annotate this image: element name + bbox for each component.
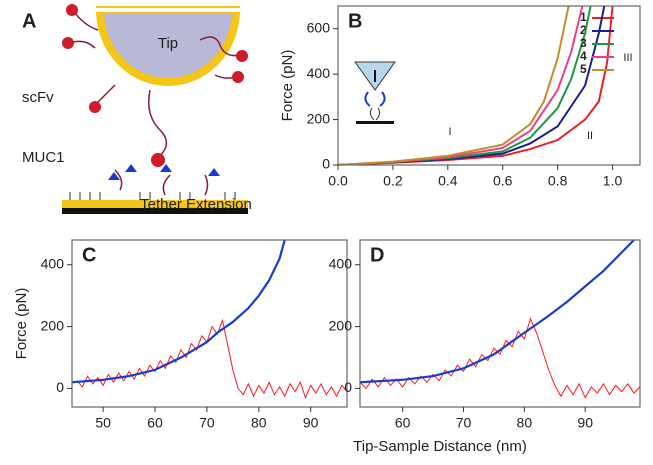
x-tick-label: 50 xyxy=(95,415,111,431)
x-tick-label: 70 xyxy=(456,415,472,431)
y-axis-label: Force (pN) xyxy=(279,50,296,122)
y-tick-label: 400 xyxy=(307,65,331,81)
substrate xyxy=(62,208,248,214)
plot-frame xyxy=(71,239,348,408)
panel-label: C xyxy=(82,244,96,266)
x-tick-label: 0.8 xyxy=(548,173,568,189)
legend-label: 5 xyxy=(580,62,587,76)
x-axis-label: Tip-Sample Distance (nm) xyxy=(353,438,527,455)
antigens xyxy=(108,164,220,180)
series-line xyxy=(338,6,570,165)
y-tick-label: 400 xyxy=(41,255,65,271)
y-tick-label: 400 xyxy=(329,255,353,271)
x-tick-label: 90 xyxy=(577,415,593,431)
inset-b xyxy=(354,61,396,124)
annotation: II xyxy=(587,130,593,142)
y-axis-label: Force (pN) xyxy=(13,288,30,360)
x-tick-label: 0.2 xyxy=(383,173,403,189)
plot-frame xyxy=(359,239,641,408)
x-tick-label: 70 xyxy=(199,415,215,431)
y-tick-label: 600 xyxy=(307,19,331,35)
legend-label: 4 xyxy=(580,49,587,63)
panel-label: D xyxy=(370,244,384,266)
x-tick-label: 80 xyxy=(517,415,533,431)
y-tick-label: 200 xyxy=(41,317,65,333)
monolayer xyxy=(69,192,236,200)
x-tick-label: 60 xyxy=(147,415,163,431)
x-tick-label: 0.4 xyxy=(438,173,458,189)
panel-label: A xyxy=(22,10,36,32)
x-tick-label: 80 xyxy=(251,415,267,431)
antibody-label: scFv xyxy=(22,89,54,106)
x-tick-label: 0.0 xyxy=(328,173,348,189)
legend-label: 1 xyxy=(580,10,587,24)
panel-label: B xyxy=(348,10,362,32)
diagram-a: A Tip scFv MUC1 xyxy=(22,4,248,214)
x-tick-label: 60 xyxy=(395,415,411,431)
x-tick-label: 90 xyxy=(303,415,319,431)
tip-shape xyxy=(95,5,241,86)
antibodies xyxy=(62,4,248,167)
annotation: I xyxy=(448,126,451,138)
series-line xyxy=(72,240,286,384)
linkers xyxy=(69,9,241,196)
plot-frame xyxy=(337,5,641,166)
series-line xyxy=(360,240,635,384)
substrate-gold xyxy=(62,200,248,208)
y-tick-label: 0 xyxy=(56,379,64,395)
tip-label: Tip xyxy=(158,35,178,52)
y-tick-label: 0 xyxy=(322,156,330,172)
y-tick-label: 200 xyxy=(329,317,353,333)
annotation: III xyxy=(623,52,632,64)
x-tick-label: 1.0 xyxy=(603,173,623,189)
x-axis-label: Tether Extension xyxy=(140,196,252,213)
series-line xyxy=(360,317,640,399)
series-line xyxy=(76,318,347,400)
legend-label: 3 xyxy=(580,36,587,50)
y-tick-label: 200 xyxy=(307,110,331,126)
legend-label: 2 xyxy=(580,23,587,37)
x-tick-label: 0.6 xyxy=(493,173,513,189)
antigen-label: MUC1 xyxy=(22,149,65,166)
y-tick-label: 0 xyxy=(344,379,352,395)
series-line xyxy=(338,6,614,165)
